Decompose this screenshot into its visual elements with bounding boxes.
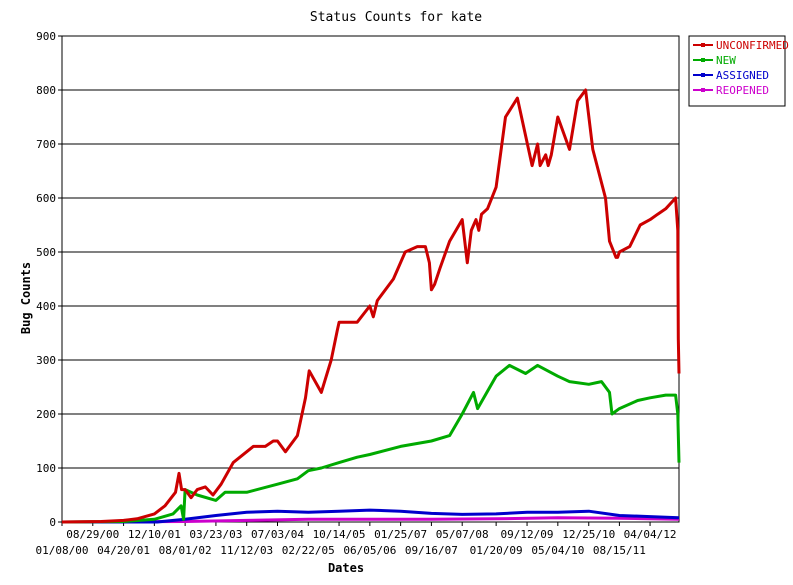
legend-label: REOPENED (716, 84, 769, 97)
y-tick-label: 100 (36, 462, 56, 475)
x-tick-label: 04/20/01 (97, 544, 150, 557)
y-tick-label: 800 (36, 84, 56, 97)
x-tick-label: 11/12/03 (220, 544, 273, 557)
legend-box (688, 35, 786, 107)
y-axis-ticks: 0 100 200 300 400 500 600 700 800 900 (36, 30, 62, 529)
series-line-reopened (61, 516, 680, 524)
x-tick-label: 08/01/02 (159, 544, 212, 557)
x-tick-label: 01/20/09 (470, 544, 523, 557)
series-lines (61, 88, 681, 524)
y-tick-label: 400 (36, 300, 56, 313)
x-tick-label: 02/22/05 (282, 544, 335, 557)
grid-lines (62, 89, 679, 469)
y-axis-label: Bug Counts (19, 262, 33, 334)
series-line-unconfirmed (61, 88, 681, 524)
x-tick-label: 05/07/08 (436, 528, 489, 541)
legend-label: NEW (716, 54, 736, 67)
legend-marker (701, 88, 705, 92)
legend: UNCONFIRMED NEW ASSIGNED REOPENED (688, 35, 789, 107)
x-tick-label: 12/25/10 (562, 528, 615, 541)
legend-label: ASSIGNED (716, 69, 769, 82)
series-line-assigned (62, 508, 680, 524)
x-axis-ticks: 01/08/00 08/29/00 04/20/01 12/10/01 08/01/02… (36, 522, 677, 557)
y-tick-label: 600 (36, 192, 56, 205)
x-axis-label: Dates (328, 561, 364, 575)
x-tick-label: 08/15/11 (593, 544, 646, 557)
x-tick-label: 04/04/12 (624, 528, 677, 541)
x-tick-label: 01/08/00 (36, 544, 89, 557)
x-tick-label: 03/23/03 (189, 528, 242, 541)
x-tick-label: 05/04/10 (531, 544, 584, 557)
legend-label: UNCONFIRMED (716, 39, 789, 52)
legend-marker (701, 43, 705, 47)
x-tick-label: 06/05/06 (343, 544, 396, 557)
y-tick-label: 0 (49, 516, 56, 529)
x-tick-label: 07/03/04 (251, 528, 304, 541)
x-tick-label: 01/25/07 (374, 528, 427, 541)
legend-marker (701, 58, 705, 62)
y-tick-label: 200 (36, 408, 56, 421)
x-tick-label: 12/10/01 (128, 528, 181, 541)
legend-marker (701, 73, 705, 77)
y-tick-label: 700 (36, 138, 56, 151)
chart-title: Status Counts for kate (310, 10, 482, 25)
y-tick-label: 500 (36, 246, 56, 259)
x-tick-label: 10/14/05 (313, 528, 366, 541)
x-tick-label: 09/12/09 (501, 528, 554, 541)
y-tick-label: 300 (36, 354, 56, 367)
y-tick-label: 900 (36, 30, 56, 43)
x-tick-label: 08/29/00 (66, 528, 119, 541)
x-tick-label: 09/16/07 (405, 544, 458, 557)
